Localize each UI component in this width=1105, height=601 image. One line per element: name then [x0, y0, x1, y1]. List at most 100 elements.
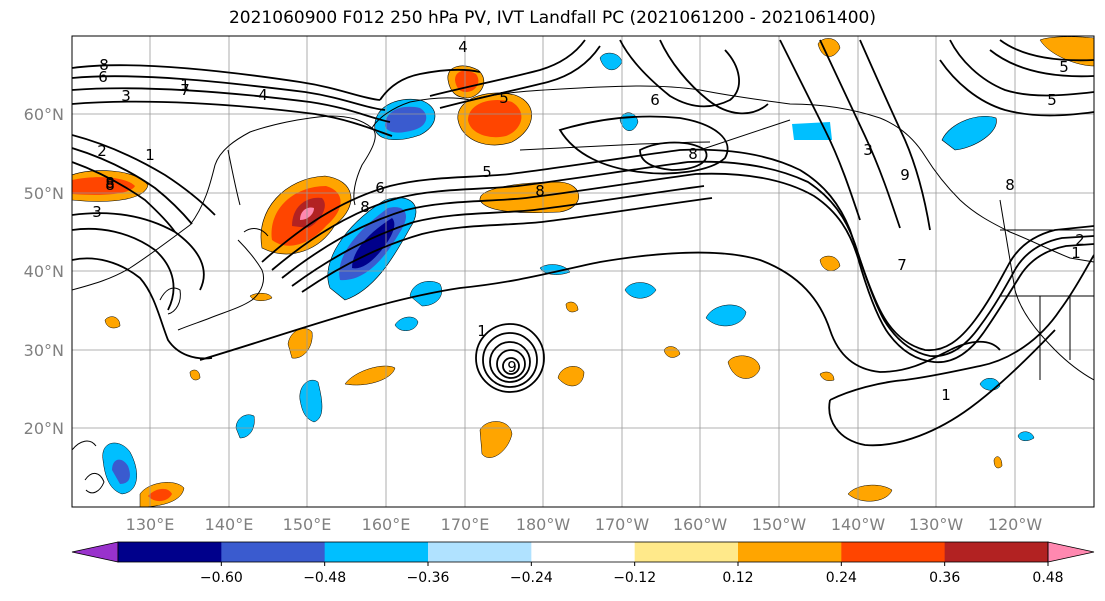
contour-label: 8 — [105, 174, 115, 192]
alaska-peninsula — [699, 119, 791, 151]
latitude-labels: 60°N 50°N 40°N 30°N 20°N — [24, 105, 64, 438]
plot-area — [72, 36, 1094, 507]
pv-anomaly-shading — [72, 36, 1094, 507]
shade-negative — [112, 459, 130, 484]
colorbar-swatch — [841, 542, 946, 562]
shade-negative — [792, 122, 832, 140]
colorbar-swatch — [118, 542, 222, 562]
contour-label: 6 — [375, 179, 385, 197]
contour-label: 1 — [180, 76, 190, 94]
contour-label: 9 — [900, 166, 910, 184]
lon-label: 150°W — [752, 515, 807, 534]
lon-label: 120°W — [988, 515, 1043, 534]
contour-label: 7 — [180, 81, 190, 99]
shade-positive — [189, 369, 201, 381]
korea — [159, 287, 181, 315]
contour-label: 4 — [458, 38, 468, 56]
shade-positive — [468, 100, 522, 138]
lat-label: 40°N — [24, 262, 64, 281]
graticule — [72, 36, 1094, 507]
shade-positive — [72, 177, 135, 195]
lon-label: 160°E — [362, 515, 411, 534]
na-west-coast — [999, 199, 1094, 381]
contour-label: 6 — [98, 68, 108, 86]
contour-label: 1 — [477, 322, 487, 340]
asia-coast — [72, 115, 376, 291]
map-title: 2021060900 F012 250 hPa PV, IVT Landfall… — [228, 8, 876, 28]
longitude-labels: 130°E 140°E 150°E 160°E 170°E 180°W 170°… — [126, 515, 1043, 534]
shade-positive — [819, 371, 835, 381]
colorbar-swatch — [634, 542, 739, 562]
contour-label: 1 — [1071, 244, 1081, 262]
hokkaido — [243, 228, 269, 237]
japan — [177, 239, 265, 331]
contour-label: 8 — [99, 56, 109, 74]
shade-positive — [479, 421, 513, 458]
colorbar-swatch — [428, 542, 532, 562]
contour-label: 5 — [499, 89, 509, 107]
shade-negative — [385, 106, 427, 133]
shade-positive — [148, 488, 172, 502]
shade-negative — [941, 115, 997, 151]
contour-label: 5 — [1059, 58, 1069, 76]
lon-label: 150°E — [283, 515, 332, 534]
shade-positive — [993, 456, 1003, 469]
contour-label: 1 — [145, 146, 155, 164]
shade-positive — [817, 38, 841, 57]
lat-label: 50°N — [24, 184, 64, 203]
colorbar-extend-max — [1047, 541, 1095, 563]
contour-label: 8 — [535, 182, 545, 200]
plot-frame — [71, 35, 1095, 508]
contour-label: 8 — [105, 176, 115, 194]
colorbar-swatch — [531, 542, 636, 562]
colorbar-swatch — [738, 542, 842, 562]
shade-positive — [663, 346, 681, 358]
lon-label: 160°W — [673, 515, 728, 534]
state-lines — [1000, 229, 1094, 380]
shade-positive — [819, 255, 841, 272]
shade-negative — [299, 379, 323, 423]
contour-label: 9 — [507, 358, 517, 376]
lon-label: 170°W — [595, 515, 650, 534]
contour-label: 8 — [688, 145, 698, 163]
shade-positive — [1039, 36, 1094, 67]
colorbar-tick-label: −0.24 — [510, 570, 553, 586]
contour-label: 3 — [92, 203, 102, 221]
shade-negative — [394, 316, 419, 331]
colorbar: −0.60 −0.48 −0.36 −0.24 −0.12 0.12 0.24 0.36 0.4… — [71, 541, 1095, 586]
lat-label: 20°N — [24, 419, 64, 438]
contour-label: 5 — [482, 163, 492, 181]
colorbar-swatch — [324, 542, 429, 562]
contour-label: 3 — [121, 87, 131, 105]
lon-label: 140°W — [831, 515, 886, 534]
contour-label: 1 — [941, 386, 951, 404]
aleutians — [519, 141, 711, 151]
lon-label: 140°E — [205, 515, 254, 534]
lat-label: 60°N — [24, 105, 64, 124]
colorbar-tick-label: −0.36 — [407, 570, 450, 586]
contour-label: 2 — [97, 142, 107, 160]
lat-label: 30°N — [24, 341, 64, 360]
shade-positive — [344, 365, 396, 386]
lon-label: 130°W — [909, 515, 964, 534]
shade-negative — [624, 282, 657, 299]
contour-label: 7 — [897, 256, 907, 274]
philippines — [84, 473, 105, 494]
colorbar-tick-label: 0.36 — [929, 570, 960, 586]
shade-negative — [1017, 431, 1035, 441]
lon-label: 170°E — [441, 515, 490, 534]
colorbar-tick-label: −0.60 — [200, 570, 243, 586]
taiwan-coast — [72, 440, 97, 451]
shade-positive — [727, 355, 761, 379]
shade-positive — [104, 316, 121, 329]
contour-label: 2 — [1075, 231, 1085, 249]
colorbar-tick-label: 0.48 — [1032, 570, 1063, 586]
shade-negative — [705, 304, 747, 327]
shade-positive — [557, 366, 585, 387]
lon-label: 130°E — [126, 515, 175, 534]
colorbar-tick-label: 0.24 — [826, 570, 857, 586]
colorbar-tick-label: 0.12 — [722, 570, 753, 586]
contour-label: 6 — [650, 91, 660, 109]
